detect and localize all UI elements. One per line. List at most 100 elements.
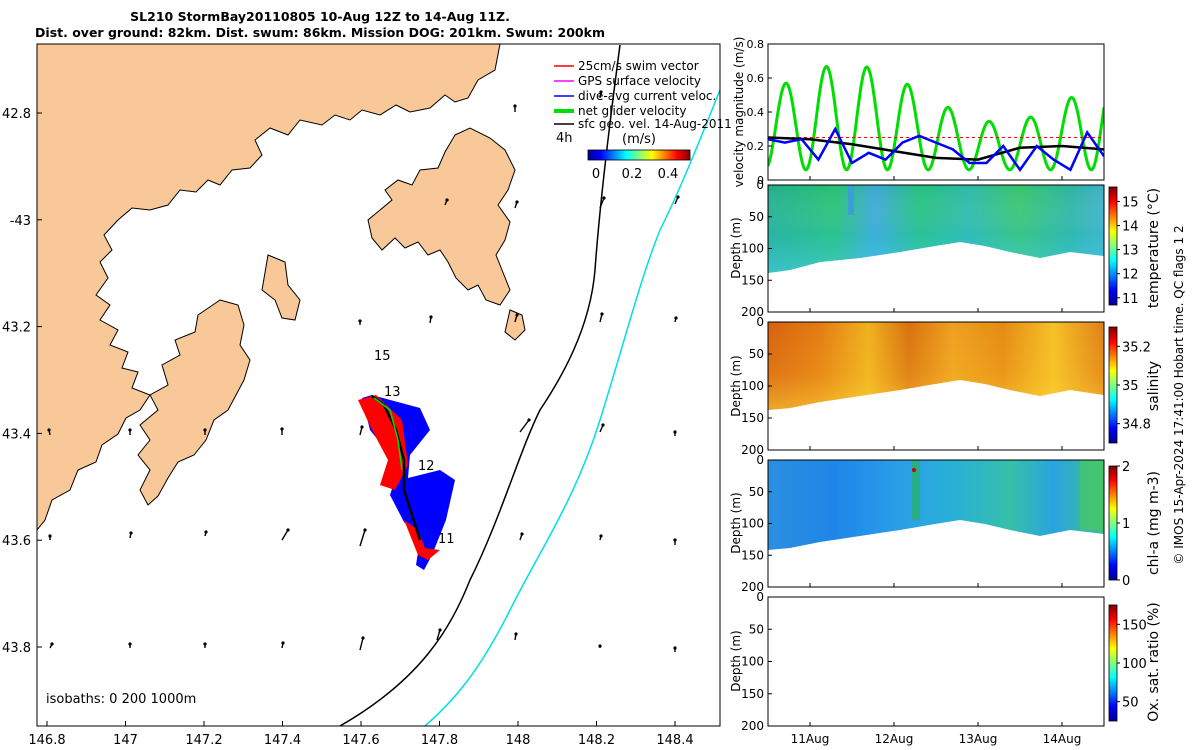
time-axis-label: 14Aug bbox=[1043, 732, 1082, 746]
legend-cbar-tick-0: 0 bbox=[592, 167, 600, 182]
day-label-11: 11 bbox=[438, 532, 455, 547]
day-label-13: 13 bbox=[384, 385, 401, 400]
map-xtick-label: 147.8 bbox=[421, 733, 458, 748]
salinity-ytick-label: 50 bbox=[749, 347, 764, 361]
salinity-cbar-tick-label: 35.2 bbox=[1122, 340, 1151, 355]
chlorophyll-cbar-tick-label: 0 bbox=[1122, 574, 1130, 589]
legend-time-label: 4h bbox=[556, 131, 573, 146]
geo-velocity-arrow-head bbox=[129, 531, 133, 535]
map-xtick-label: 148 bbox=[506, 733, 531, 748]
land-peninsula-ne bbox=[367, 127, 516, 306]
geo-velocity-arrow bbox=[359, 529, 366, 547]
chlorophyll-ytick-label: 150 bbox=[741, 548, 764, 562]
day-label-15: 15 bbox=[374, 349, 391, 364]
oxygen-ytick-label: 0 bbox=[756, 590, 764, 604]
velocity-ytick-label: 0 bbox=[757, 174, 764, 187]
map-xtick-label: 148.2 bbox=[578, 733, 615, 748]
chlorophyll-green-band-east bbox=[1080, 460, 1104, 530]
isobath-200m bbox=[339, 44, 621, 726]
chlorophyll-ytick-label: 100 bbox=[741, 517, 764, 531]
temperature-panel: 0 50 100 150 200 Depth (m) 11 12 13 14 15 temper… bbox=[729, 178, 1162, 319]
geo-velocity-arrow-head bbox=[515, 200, 519, 204]
chlorophyll-colorbar bbox=[1108, 465, 1118, 581]
geo-velocity-arrow-head bbox=[203, 428, 207, 432]
temperature-cbar-tick-label: 11 bbox=[1122, 292, 1139, 307]
land-islet bbox=[504, 309, 526, 341]
legend-item-swim: 25cm/s swim vector bbox=[578, 59, 699, 73]
geo-velocity-arrow bbox=[436, 629, 441, 641]
temperature-ytick-label: 50 bbox=[749, 210, 764, 224]
series-net-glider-velocity bbox=[768, 65, 1104, 172]
surface-geostrophic-arrows bbox=[47, 90, 680, 652]
geo-velocity-arrow-head bbox=[599, 534, 603, 538]
velocity-ytick-label: 0.8 bbox=[747, 38, 765, 51]
velocity-ylabel: velocity magnitude (m/s) bbox=[732, 37, 746, 188]
time-axis: 11Aug 12Aug 13Aug 14Aug bbox=[791, 176, 1082, 746]
geo-velocity-arrow bbox=[281, 529, 289, 541]
salinity-ytick-label: 100 bbox=[741, 379, 764, 393]
time-axis-label: 11Aug bbox=[791, 732, 830, 746]
temperature-cbar-tick-label: 14 bbox=[1122, 220, 1139, 235]
chlorophyll-cbar-tick-label: 2 bbox=[1122, 460, 1130, 475]
map-ytick-label: 43.8 bbox=[2, 641, 31, 656]
map-xtick-label: 147.6 bbox=[342, 733, 379, 748]
temperature-ytick-label: 200 bbox=[741, 305, 764, 319]
velocity-ytick-label: 0.2 bbox=[747, 140, 765, 153]
temperature-ylabel: Depth (m) bbox=[729, 217, 743, 278]
temperature-colorbar-label: temperature (°C) bbox=[1146, 188, 1162, 308]
oxygen-ylabel: Depth (m) bbox=[729, 630, 743, 691]
salinity-ytick-label: 200 bbox=[741, 443, 764, 457]
velocity-ytick-label: 0.6 bbox=[747, 72, 765, 85]
oxygen-colorbar-ticks: 50 100 150 bbox=[1117, 618, 1147, 711]
geo-velocity-arrow-head bbox=[599, 90, 603, 94]
geo-velocity-arrow-head bbox=[360, 425, 364, 429]
swim-vectors-north bbox=[358, 395, 408, 490]
geo-velocity-arrow bbox=[599, 197, 605, 209]
geo-velocity-arrow-head bbox=[358, 319, 362, 323]
geo-velocity-arrow-head bbox=[673, 646, 677, 650]
isobath-1000m bbox=[424, 87, 720, 726]
temperature-ytick-label: 100 bbox=[741, 242, 764, 256]
legend-item-gps: GPS surface velocity bbox=[578, 74, 701, 88]
geo-velocity-arrow-head bbox=[363, 528, 367, 532]
oxygen-colorbar-label: Ox. sat. ratio (%) bbox=[1146, 602, 1162, 721]
time-axis-label: 12Aug bbox=[875, 732, 914, 746]
map-y-axis: 42.8 -43 43.2 43.4 43.6 43.8 bbox=[2, 107, 42, 656]
copyright-note: © IMOS 15-Apr-2024 17:41:00 Hobart time.… bbox=[1172, 225, 1186, 564]
salinity-y-axis: 0 50 100 150 200 bbox=[741, 315, 772, 457]
land-bruny bbox=[261, 254, 301, 321]
series-dive-avg-current bbox=[768, 126, 1104, 172]
land-tasman-south bbox=[137, 299, 251, 506]
geo-velocity-arrow-head bbox=[515, 313, 519, 317]
chlorophyll-green-band bbox=[912, 460, 920, 520]
chlorophyll-ytick-label: 0 bbox=[756, 453, 764, 467]
legend-item-dac: dive-avg current veloc. bbox=[578, 89, 716, 103]
salinity-ylabel: Depth (m) bbox=[729, 355, 743, 416]
salinity-ytick-label: 0 bbox=[756, 315, 764, 329]
velocity-y-axis: 0 0.2 0.4 0.6 0.8 bbox=[747, 38, 772, 187]
glider-track bbox=[358, 395, 455, 570]
velocity-panel: 0 0.2 0.4 0.6 0.8 velocity magnitude (m/s) bbox=[732, 37, 1105, 188]
map-xtick-label: 146.8 bbox=[28, 733, 65, 748]
chart-title-line2: Dist. over ground: 82km. Dist. swum: 86k… bbox=[35, 25, 605, 40]
chlorophyll-ytick-label: 50 bbox=[749, 485, 764, 499]
salinity-depth-shade bbox=[768, 322, 1104, 410]
geo-velocity-arrow-head bbox=[128, 428, 132, 432]
geo-velocity-arrow-head bbox=[676, 195, 680, 199]
geo-velocity-arrow-head bbox=[674, 316, 678, 320]
salinity-cbar-tick-label: 35 bbox=[1122, 379, 1139, 394]
geo-velocity-arrow-head bbox=[602, 196, 606, 200]
salinity-colorbar-ticks: 34.8 35 35.2 bbox=[1117, 340, 1151, 433]
salinity-panel: 0 50 100 150 200 Depth (m) 34.8 35 35.2 salini… bbox=[729, 315, 1162, 457]
geo-velocity-arrow-head bbox=[600, 312, 604, 316]
temperature-colorbar bbox=[1108, 186, 1118, 306]
map-legend: 25cm/s swim vector GPS surface velocity … bbox=[554, 59, 732, 182]
geo-velocity-arrow-head bbox=[281, 641, 285, 645]
velocity-ytick-label: 0.4 bbox=[747, 106, 765, 119]
temperature-cbar-tick-label: 12 bbox=[1122, 268, 1139, 283]
chlorophyll-panel: 0 50 100 150 200 Depth (m) 0 1 2 chl-a (mg m-3… bbox=[729, 453, 1162, 594]
net-glider-velocity-path bbox=[373, 397, 403, 471]
temperature-y-axis: 0 50 100 150 200 bbox=[741, 178, 772, 319]
geo-velocity-arrow-head bbox=[361, 636, 365, 640]
